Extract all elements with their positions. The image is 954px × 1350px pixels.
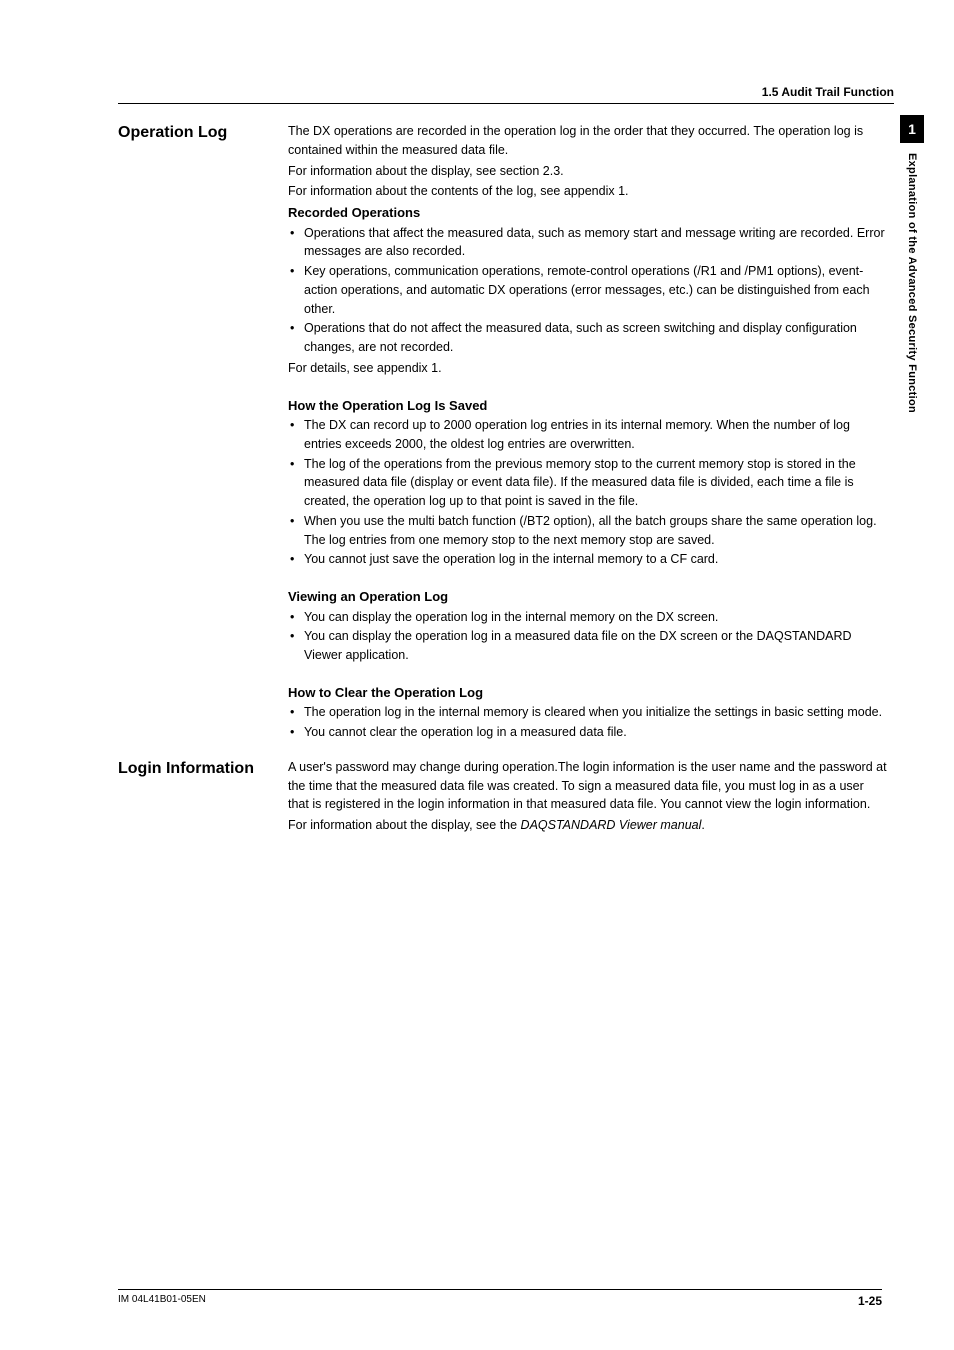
subheading: Recorded Operations [288,203,888,223]
doc-id: IM 04L41B01-05EN [118,1294,206,1308]
paragraph: For information about the contents of th… [288,182,888,201]
section-title: Operation Log [118,122,288,744]
list-item: The log of the operations from the previ… [288,455,888,511]
text-run: . [701,818,704,832]
list-item: The operation log in the internal memory… [288,703,888,722]
subheading: Viewing an Operation Log [288,587,888,607]
paragraph: For information about the display, see t… [288,816,888,835]
paragraph: The DX operations are recorded in the op… [288,122,888,160]
paragraph: For details, see appendix 1. [288,359,888,378]
section-body: The DX operations are recorded in the op… [288,122,894,744]
list-item: You can display the operation log in the… [288,608,888,627]
list-item: Key operations, communication operations… [288,262,888,318]
header-section-ref: 1.5 Audit Trail Function [762,85,894,99]
list-item: Operations that do not affect the measur… [288,319,888,357]
running-header: 1.5 Audit Trail Function [118,85,894,104]
reference-title: DAQSTANDARD Viewer manual [521,818,702,832]
list-item: When you use the multi batch function (/… [288,512,888,550]
list-item: You cannot just save the operation log i… [288,550,888,569]
paragraph: A user's password may change during oper… [288,758,888,814]
bullet-list: Operations that affect the measured data… [288,224,888,357]
page-number: 1-25 [858,1294,882,1308]
bullet-list: You can display the operation log in the… [288,608,888,665]
bullet-list: The operation log in the internal memory… [288,703,888,742]
chapter-number: 1 [900,115,924,143]
list-item: You can display the operation log in a m… [288,627,888,665]
page-content: 1.5 Audit Trail Function Operation Log T… [118,85,894,1310]
page-footer: IM 04L41B01-05EN 1-25 [118,1289,882,1308]
text-run: For information about the display, see t… [288,818,521,832]
list-item: Operations that affect the measured data… [288,224,888,262]
section-login-information: Login Information A user's password may … [118,758,894,837]
section-title: Login Information [118,758,288,837]
paragraph: For information about the display, see s… [288,162,888,181]
list-item: The DX can record up to 2000 operation l… [288,416,888,454]
section-body: A user's password may change during oper… [288,758,894,837]
chapter-label: Explanation of the Advanced Security Fun… [900,143,918,413]
bullet-list: The DX can record up to 2000 operation l… [288,416,888,569]
chapter-tab: 1 Explanation of the Advanced Security F… [900,115,924,413]
subheading: How to Clear the Operation Log [288,683,888,703]
subheading: How the Operation Log Is Saved [288,396,888,416]
section-operation-log: Operation Log The DX operations are reco… [118,122,894,744]
list-item: You cannot clear the operation log in a … [288,723,888,742]
